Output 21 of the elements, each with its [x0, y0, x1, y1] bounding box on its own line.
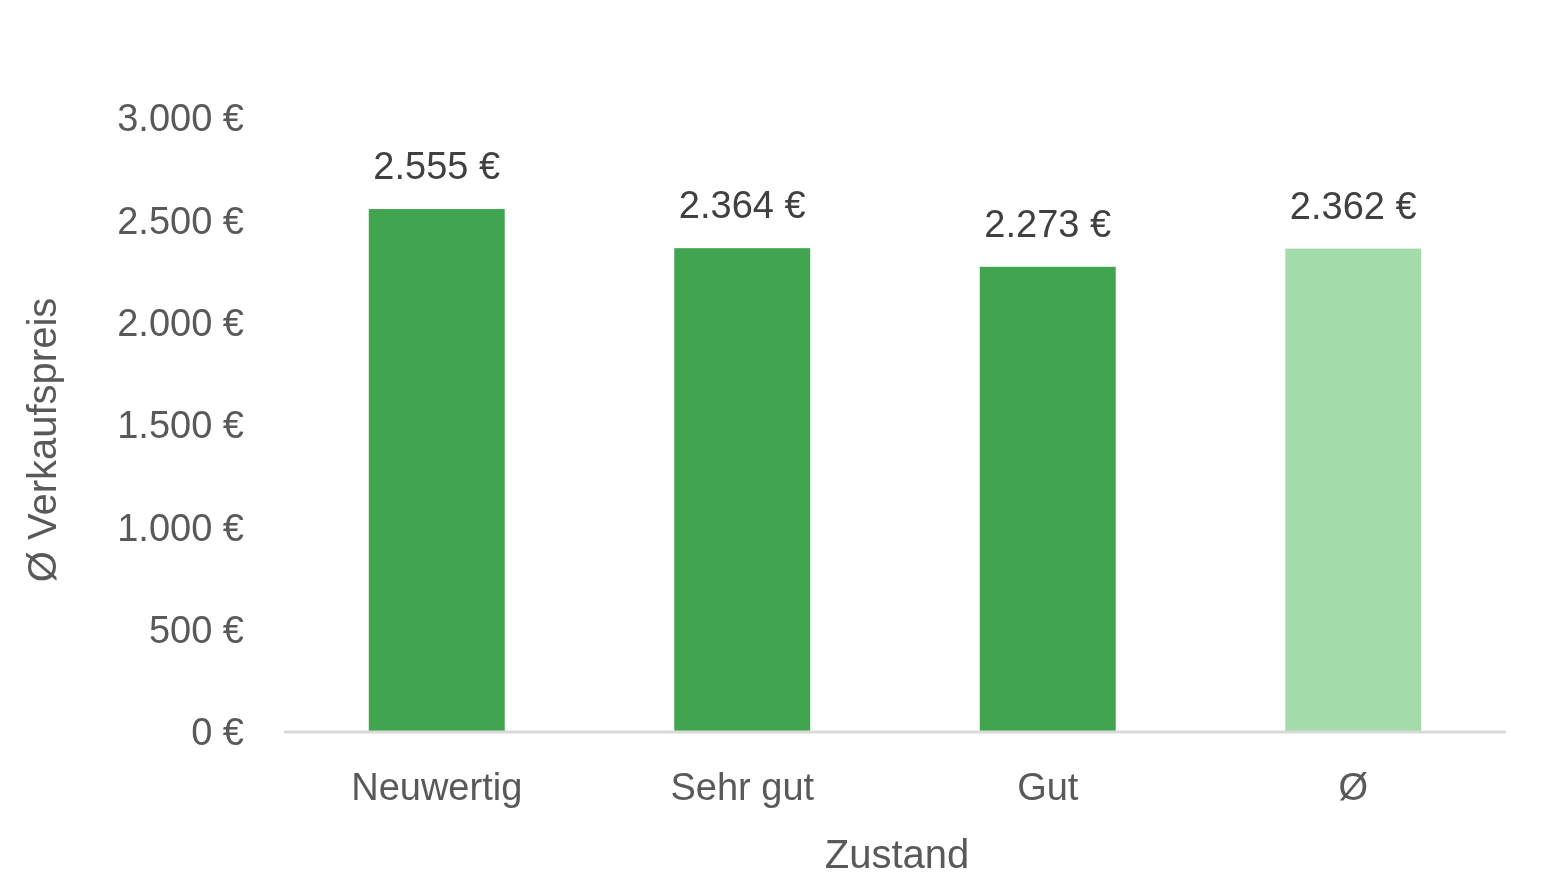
x-tick-label: Neuwertig: [351, 766, 523, 808]
bar: [979, 266, 1116, 732]
y-tick-label: 1.000 €: [117, 506, 244, 549]
bar: [1285, 248, 1422, 732]
x-tick-label: Sehr gut: [670, 766, 815, 808]
bar: [674, 248, 811, 732]
y-axis-title: Ø Verkaufspreis: [20, 297, 64, 583]
data-label: 2.364 €: [678, 184, 806, 227]
data-label: 2.273 €: [984, 202, 1112, 245]
y-tick-label: 1.500 €: [117, 404, 244, 447]
x-tick-label: Ø: [1338, 766, 1369, 808]
x-axis-title: Zustand: [824, 832, 970, 876]
y-tick-label: 3.000 €: [117, 97, 244, 140]
y-tick-label: 0 €: [191, 711, 244, 754]
y-tick-label: 500 €: [148, 608, 244, 651]
bar: [368, 209, 505, 732]
y-tick-label: 2.000 €: [117, 301, 244, 344]
y-tick-label: 2.500 €: [117, 199, 244, 242]
x-tick-label: Gut: [1017, 766, 1079, 808]
data-label: 2.555 €: [373, 145, 501, 188]
data-label: 2.362 €: [1289, 184, 1417, 227]
